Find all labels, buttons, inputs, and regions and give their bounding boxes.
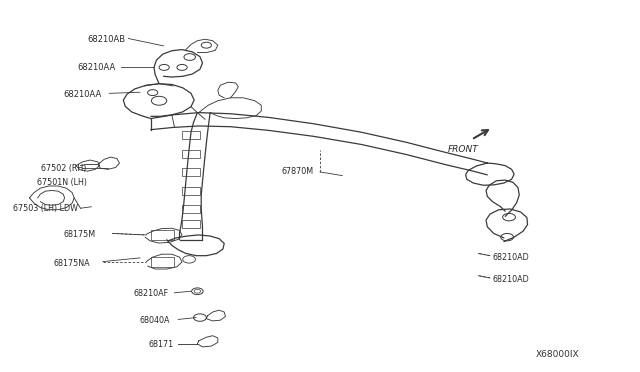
Text: 68210AF: 68210AF: [134, 289, 169, 298]
Text: 68171: 68171: [149, 340, 174, 349]
Bar: [182, 220, 200, 228]
Text: 67502 (RH): 67502 (RH): [41, 164, 86, 173]
Text: 68175NA: 68175NA: [53, 259, 90, 268]
Text: 68210AD: 68210AD: [492, 253, 529, 262]
Bar: [182, 131, 200, 139]
Bar: [182, 187, 200, 195]
Text: 68210AA: 68210AA: [77, 63, 116, 72]
Bar: [152, 230, 174, 240]
Bar: [152, 257, 174, 267]
Text: 67501N (LH): 67501N (LH): [37, 178, 87, 187]
Text: FRONT: FRONT: [448, 145, 479, 154]
Text: 68175M: 68175M: [63, 230, 95, 240]
Text: 68210AD: 68210AD: [492, 275, 529, 284]
Bar: [182, 150, 200, 158]
Text: 67503 (LH) LDW: 67503 (LH) LDW: [13, 204, 79, 213]
Bar: [182, 168, 200, 176]
Text: 68210AB: 68210AB: [87, 35, 125, 44]
Text: 68040A: 68040A: [140, 316, 170, 325]
Text: 67870M: 67870M: [282, 167, 314, 176]
Text: X68000IX: X68000IX: [536, 350, 579, 359]
Bar: [182, 205, 200, 214]
Text: 68210AA: 68210AA: [63, 90, 102, 99]
